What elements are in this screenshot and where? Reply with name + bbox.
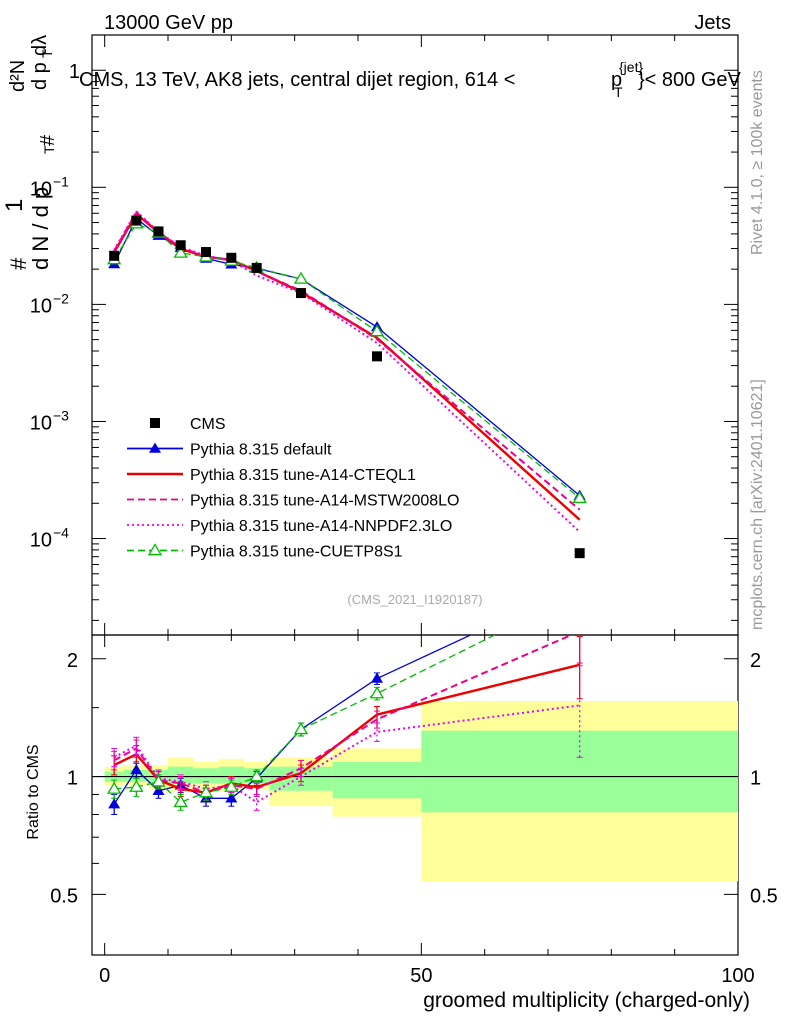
y-tick-label-ratio: 2 bbox=[67, 650, 78, 672]
title-suffix: }< 800 GeV bbox=[638, 69, 742, 91]
cms-data-point bbox=[131, 215, 142, 226]
legend-marker bbox=[150, 418, 160, 428]
legend-label: Pythia 8.315 tune-A14-MSTW2008LO bbox=[190, 493, 459, 510]
green-band-bin bbox=[193, 768, 219, 784]
y-tick-label-ratio-right: 2 bbox=[750, 650, 761, 672]
ratio-series bbox=[107, 578, 586, 815]
y-tick-exponent-main: −2 bbox=[53, 290, 69, 306]
main-marker bbox=[293, 271, 309, 284]
x-axis-label: groomed multiplicity (charged-only) bbox=[423, 989, 750, 1012]
x-tick-label: 50 bbox=[410, 965, 432, 987]
cms-data-point bbox=[226, 252, 237, 263]
y-axis-label-ratio: Ratio to CMS bbox=[25, 744, 42, 839]
ratio-marker bbox=[369, 686, 385, 699]
ratio-marker bbox=[249, 769, 264, 782]
y-tick-exponent-main: −3 bbox=[53, 407, 69, 423]
y-tick-label-main: 1 bbox=[69, 61, 80, 83]
chart-title: CMS, 13 TeV, AK8 jets, central dijet reg… bbox=[79, 59, 742, 100]
y-tick-label-main: 10 bbox=[30, 178, 52, 200]
ratio-line bbox=[113, 635, 574, 794]
y-tick-label-main: 10 bbox=[30, 412, 52, 434]
cms-data-point bbox=[574, 548, 585, 559]
ylabel-hash-1: # bbox=[6, 257, 31, 270]
y-tick-label-ratio-right: 1 bbox=[750, 768, 761, 790]
y-axis-label-main: # 1 d N / d p T # d²N d p T dλ bbox=[1, 35, 59, 270]
ratio-series-clipped bbox=[107, 578, 586, 815]
ratio-marker bbox=[107, 781, 122, 794]
legend-label: Pythia 8.315 tune-A14-CTEQL1 bbox=[190, 467, 416, 484]
cms-data-point bbox=[251, 262, 262, 273]
ratio-marker bbox=[173, 794, 188, 808]
legend-label: CMS bbox=[190, 416, 226, 433]
y-tick-exponent-main: −1 bbox=[53, 173, 69, 189]
legend-marker bbox=[147, 543, 163, 556]
ratio-marker bbox=[130, 763, 143, 775]
header-right: Jets bbox=[694, 12, 731, 34]
x-tick-label: 0 bbox=[99, 965, 110, 987]
main-series bbox=[107, 209, 587, 559]
cms-data-point bbox=[296, 288, 306, 299]
main-line bbox=[113, 222, 581, 499]
y-tick-label-main: 10 bbox=[30, 295, 52, 317]
cms-data-point bbox=[201, 247, 211, 258]
y-tick-label-ratio: 1 bbox=[67, 768, 78, 790]
ratio-marker bbox=[293, 722, 309, 735]
y-tick-label-ratio-right: 0.5 bbox=[750, 885, 778, 907]
ratio-marker bbox=[151, 774, 166, 787]
ratio-marker bbox=[574, 587, 586, 597]
green-band-bin bbox=[332, 761, 422, 799]
ratio-marker bbox=[224, 779, 239, 792]
ratio-line bbox=[114, 635, 497, 803]
ylabel-num: d²N bbox=[7, 60, 29, 92]
ratio-marker bbox=[371, 672, 383, 683]
title-sup: {jet} bbox=[619, 59, 643, 75]
y-tick-label-main: 10 bbox=[30, 530, 52, 552]
ratio-marker bbox=[574, 578, 586, 588]
ratio-marker bbox=[108, 798, 121, 809]
legend-label: Pythia 8.315 tune-A14-NNPDF2.3LO bbox=[190, 518, 452, 535]
ylabel-hash-2: # bbox=[37, 134, 59, 146]
analysis-tag: (CMS_2021_I1920187) bbox=[347, 592, 482, 607]
green-band-bin bbox=[421, 730, 738, 813]
ratio-marker bbox=[129, 779, 144, 792]
ylabel-t1: T bbox=[41, 145, 57, 154]
legend-label: Pythia 8.315 default bbox=[190, 442, 332, 459]
cms-data-point bbox=[175, 240, 186, 251]
ratio-marker bbox=[198, 785, 214, 798]
green-band-bin bbox=[218, 766, 244, 784]
legend: CMS Pythia 8.315 default Pythia 8.315 tune… bbox=[127, 416, 459, 561]
ylabel-one: 1 bbox=[1, 199, 28, 212]
ylabel-den2: d p bbox=[29, 62, 51, 90]
main-panel-frame bbox=[91, 34, 739, 636]
main-marker bbox=[173, 245, 188, 258]
ylabel-dl: dλ bbox=[29, 35, 51, 56]
ylabel-den1: d N / d p bbox=[28, 187, 53, 270]
ratio-line bbox=[113, 704, 580, 804]
cms-data-point bbox=[153, 226, 164, 237]
title-sub: T bbox=[614, 84, 623, 100]
main-line bbox=[113, 217, 581, 497]
cms-data-point bbox=[109, 250, 120, 261]
y-tick-label-ratio: 0.5 bbox=[50, 885, 78, 907]
ratio-line bbox=[113, 635, 473, 805]
ratio-marker bbox=[152, 784, 165, 795]
main-marker bbox=[369, 324, 385, 337]
x-tick-label: 100 bbox=[721, 965, 754, 987]
main-marker bbox=[572, 490, 587, 504]
y-tick-exponent-main: −4 bbox=[53, 525, 69, 541]
rivet-label: Rivet 4.1.0, ≥ 100k events bbox=[749, 70, 766, 255]
legend-marker bbox=[149, 442, 161, 453]
ratio-marker bbox=[225, 792, 238, 803]
header-left: 13000 GeV pp bbox=[104, 12, 233, 34]
cms-data-point bbox=[372, 351, 382, 362]
ylabel-t2: T bbox=[39, 49, 55, 58]
main-line bbox=[113, 209, 581, 533]
title-prefix: CMS, 13 TeV, AK8 jets, central dijet reg… bbox=[79, 69, 515, 91]
title-p: p bbox=[611, 69, 622, 91]
mcplots-label: mcplots.cern.ch [arXiv:2401.10621] bbox=[749, 379, 766, 630]
legend-label: Pythia 8.315 tune-CUETP8S1 bbox=[190, 544, 403, 561]
